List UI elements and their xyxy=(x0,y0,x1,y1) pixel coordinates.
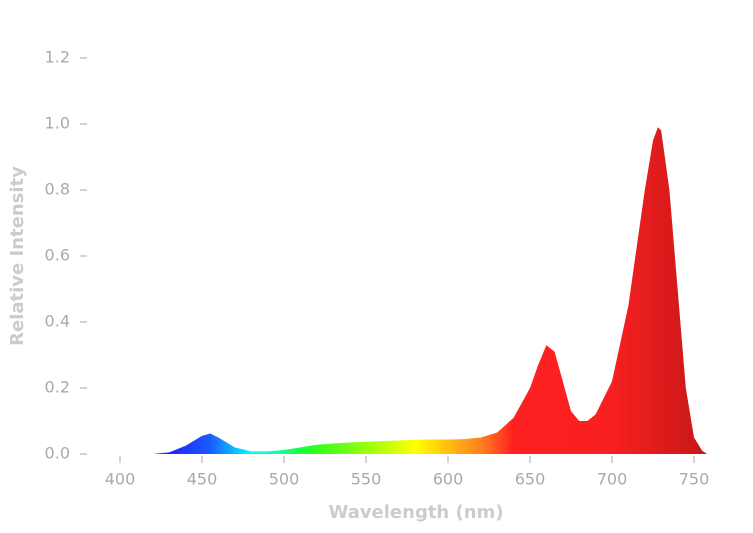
spectrum-area xyxy=(152,127,708,455)
y-tick-label: 0.8 xyxy=(45,180,70,199)
x-tick-label: 400 xyxy=(105,470,136,489)
x-tick-label: 650 xyxy=(515,470,546,489)
y-tick-label: 1.2 xyxy=(45,48,70,67)
y-tick-label: 0.6 xyxy=(45,246,70,265)
y-tick-label: 0.4 xyxy=(45,312,70,331)
x-tick-label: 450 xyxy=(187,470,218,489)
y-tick-label: 0.2 xyxy=(45,378,70,397)
x-axis-title: Wavelength (nm) xyxy=(328,502,503,523)
x-tick-label: 750 xyxy=(679,470,710,489)
y-tick-label: 0.0 xyxy=(45,444,70,463)
x-tick-label: 700 xyxy=(597,470,628,489)
y-axis-title: Relative Intensity xyxy=(7,166,28,346)
x-tick-label: 500 xyxy=(269,470,300,489)
y-tick-label: 1.0 xyxy=(45,114,70,133)
x-tick-label: 550 xyxy=(351,470,382,489)
x-tick-label: 600 xyxy=(433,470,464,489)
